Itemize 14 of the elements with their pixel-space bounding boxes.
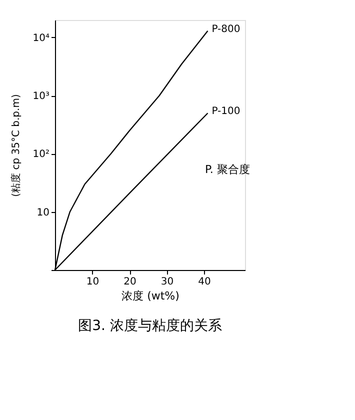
series-label: P-800 — [212, 24, 240, 35]
y-tick-label: 10² — [32, 149, 50, 160]
y-tick-label: 10⁴ — [32, 33, 50, 44]
y-axis-title: (粘度 cp 35°C b.p.m) — [10, 94, 22, 197]
series-label: P-100 — [212, 106, 240, 118]
y-tick-label: 10³ — [32, 91, 50, 102]
y-tick-label: 10 — [36, 207, 50, 218]
x-axis-title: 浓度 (wt%) — [122, 290, 180, 302]
x-tick-label: 30 — [160, 276, 174, 288]
x-tick-label: 10 — [86, 276, 100, 288]
x-tick-label: 20 — [124, 276, 136, 288]
x-tick-label: 40 — [198, 276, 211, 288]
annotation: P. 聚合度 — [205, 163, 250, 176]
text: 图3. 浓度与粘度的关系 — [78, 318, 222, 334]
